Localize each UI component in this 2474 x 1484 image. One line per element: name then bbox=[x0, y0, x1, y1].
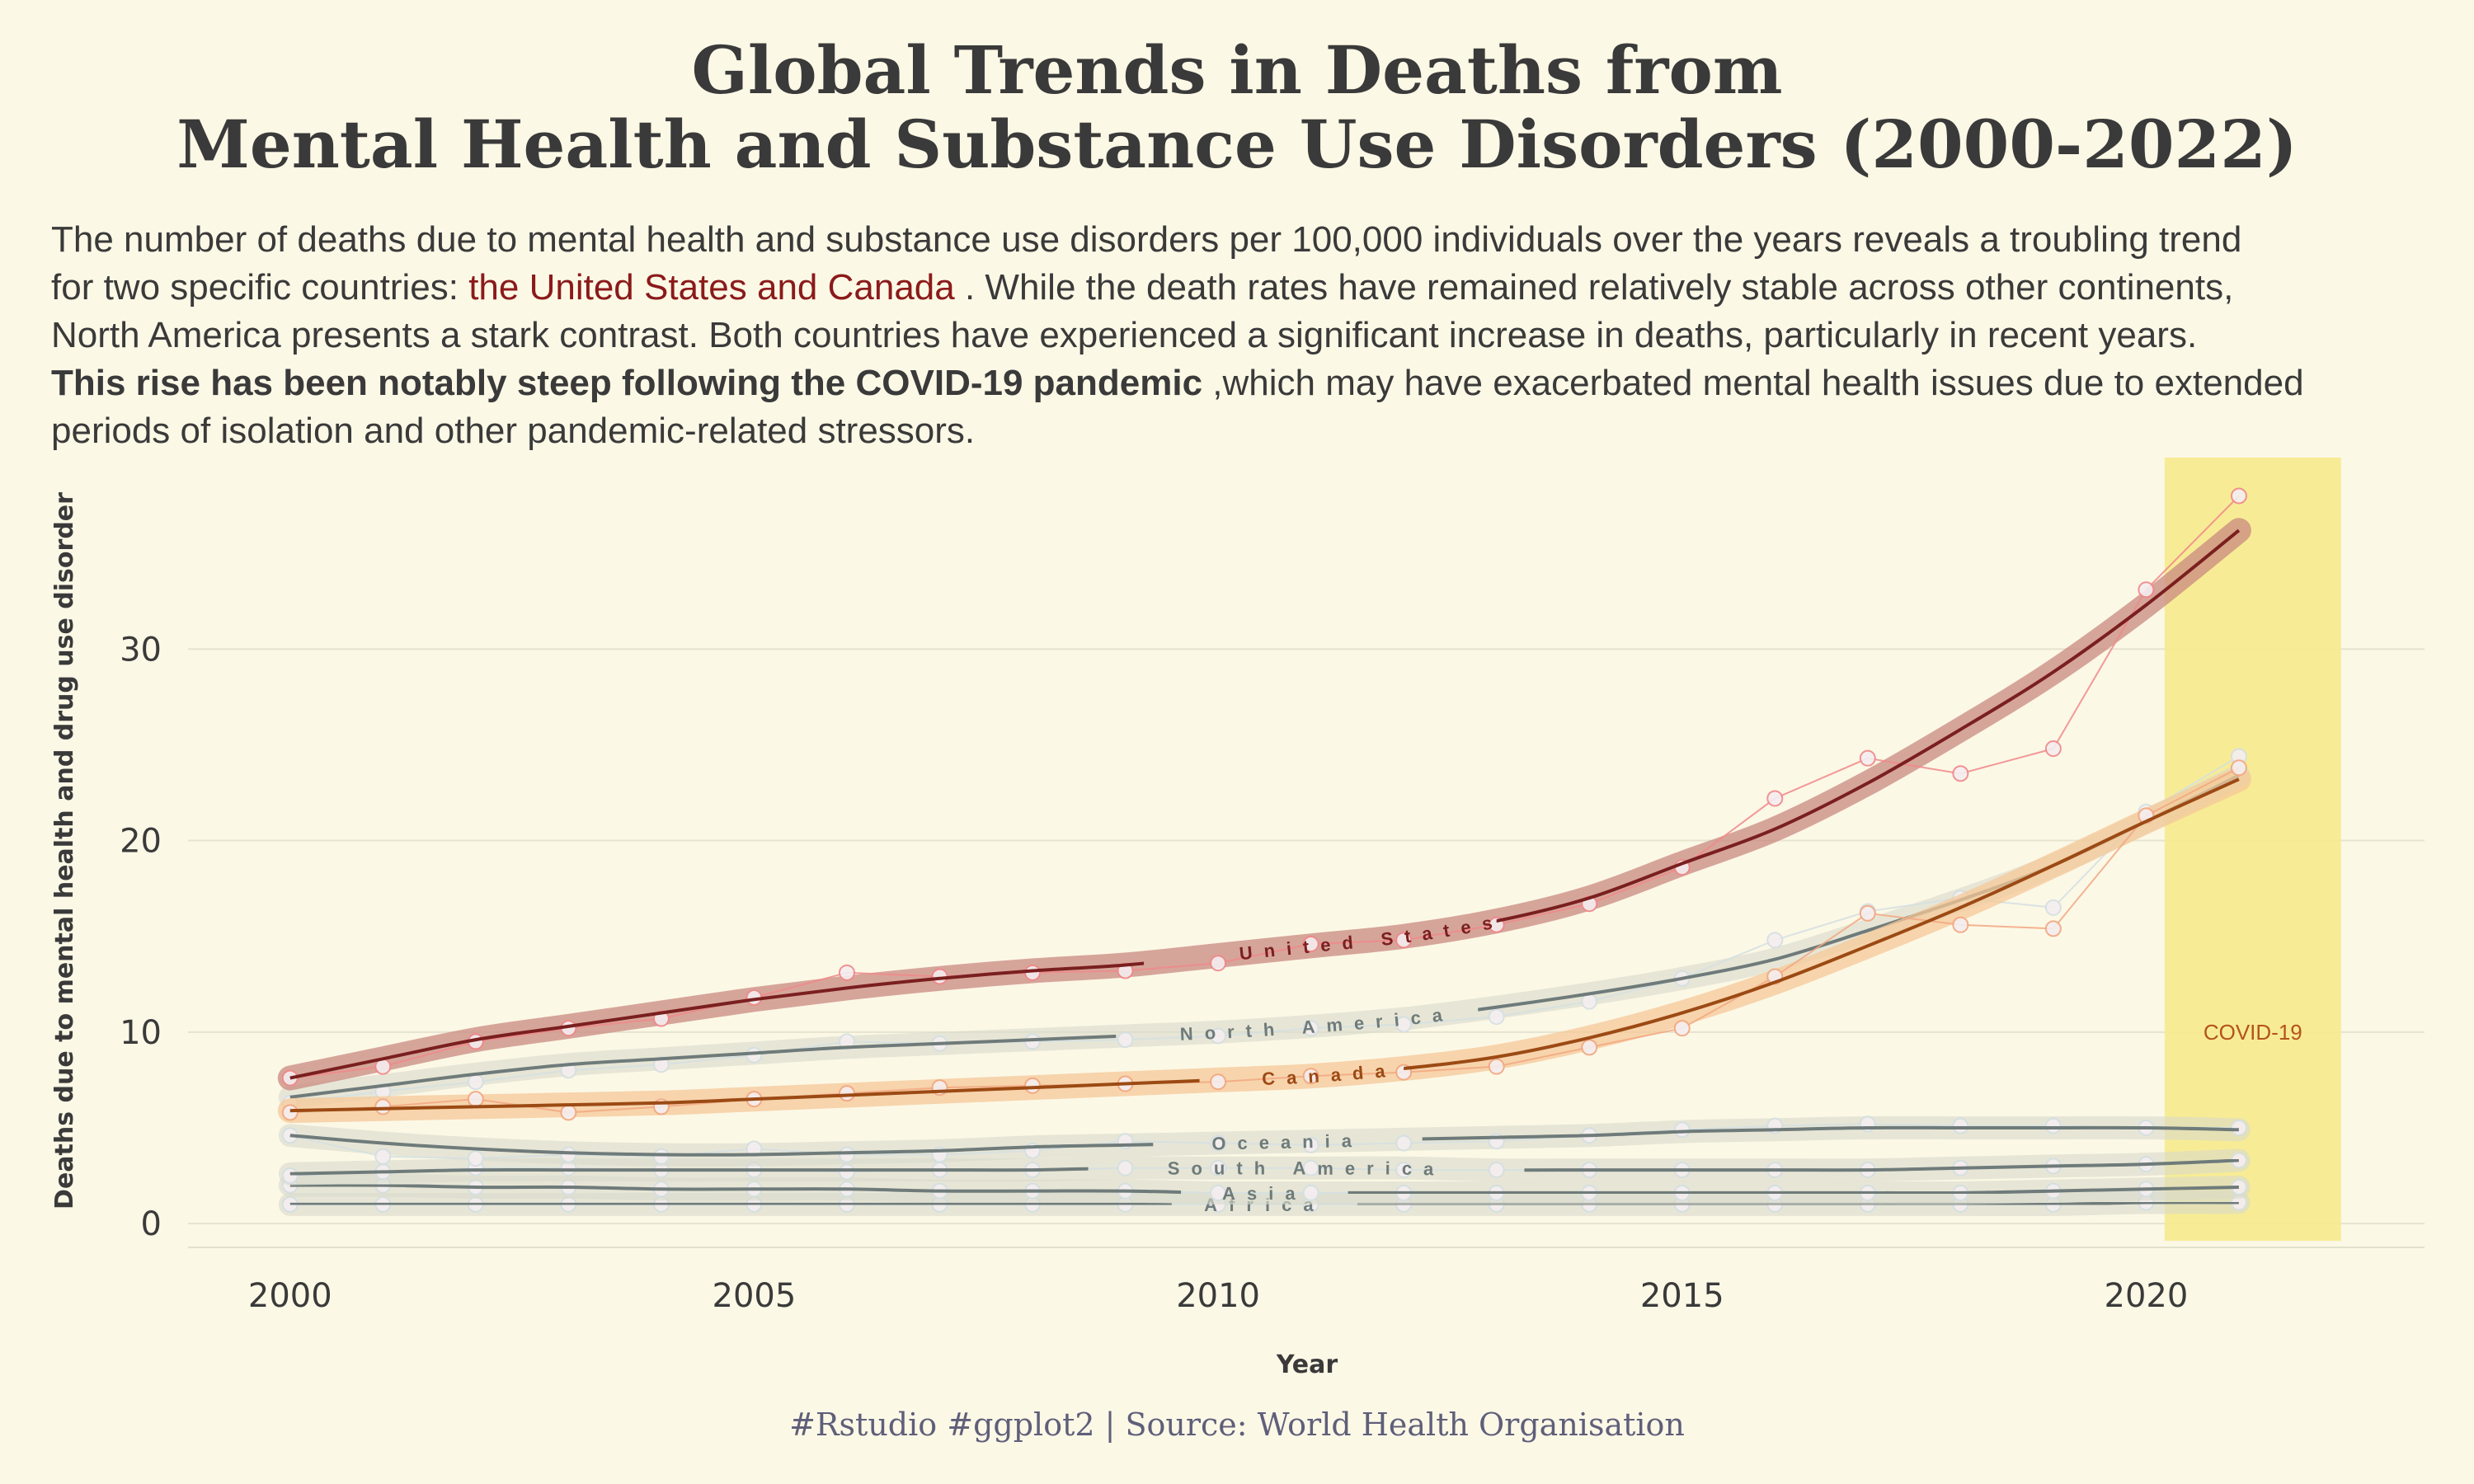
canada-point bbox=[1673, 1020, 1691, 1037]
subtitle-highlight: the United States and Canada bbox=[468, 267, 955, 308]
united-states-point bbox=[2138, 581, 2155, 599]
x-tick-label: 2010 bbox=[1176, 1277, 1260, 1315]
united-states-point bbox=[2230, 487, 2247, 505]
chart-title: Global Trends in Deaths from Mental Heal… bbox=[0, 33, 2474, 181]
canada-point bbox=[1581, 1039, 1598, 1056]
oceania-point bbox=[2044, 1117, 2062, 1134]
north-america-data-line bbox=[289, 755, 2240, 1104]
north-america-label-path bbox=[290, 776, 2239, 1097]
united-states-point bbox=[838, 964, 855, 981]
subtitle-line-2: for two specific countries: the United S… bbox=[51, 264, 2426, 312]
subtitle-line-4: This rise has been notably steep followi… bbox=[51, 359, 2426, 407]
canada-point bbox=[838, 1085, 855, 1102]
north-america-point bbox=[467, 1073, 484, 1091]
united-states-point bbox=[1766, 790, 1784, 807]
canada-point bbox=[281, 1104, 299, 1121]
oceania-point bbox=[2230, 1119, 2247, 1136]
y-tick-label: 20 bbox=[120, 823, 162, 861]
covid-label: COVID-19 bbox=[2204, 1020, 2302, 1045]
united-states-label-path bbox=[290, 530, 2239, 1078]
south-america-trend-line bbox=[289, 1158, 2239, 1176]
south-america-point bbox=[281, 1167, 299, 1185]
south-america-label: South America bbox=[1168, 1158, 1446, 1180]
oceania-point bbox=[745, 1140, 763, 1158]
united-states-point bbox=[2044, 740, 2062, 758]
north-america-band bbox=[278, 763, 2251, 1109]
united-states-point bbox=[1859, 749, 1876, 767]
subtitle-line-2-post: . While the death rates have remained re… bbox=[954, 267, 2234, 308]
subtitle-bold: This rise has been notably steep followi… bbox=[51, 363, 1203, 403]
subtitle-line-5: periods of isolation and other pandemic-… bbox=[51, 411, 976, 451]
south-america-point bbox=[1395, 1162, 1413, 1179]
north-america-point bbox=[2044, 899, 2062, 916]
asia-trend-line bbox=[289, 1183, 2239, 1195]
subtitle-line-4-post: ,which may have exacerbated mental healt… bbox=[1202, 363, 2304, 403]
y-tick-label: 0 bbox=[141, 1205, 162, 1243]
north-america-trend-line bbox=[289, 773, 2240, 1099]
subtitle-line-2-pre: for two specific countries: bbox=[51, 267, 469, 308]
oceania-label: Oceania bbox=[1211, 1130, 1363, 1154]
oceania-data-line bbox=[289, 1123, 2239, 1160]
north-america-label: North America bbox=[1179, 1003, 1455, 1045]
united-states-point bbox=[1210, 955, 1227, 972]
y-axis-title: Deaths due to mental health and drug use… bbox=[50, 492, 79, 1209]
y-tick-label: 30 bbox=[120, 631, 162, 669]
united-states-band bbox=[277, 518, 2251, 1091]
oceania-point bbox=[838, 1146, 855, 1163]
oceania-point bbox=[652, 1148, 670, 1165]
oceania-point bbox=[374, 1148, 392, 1165]
north-america-point bbox=[838, 1033, 855, 1050]
united-states-point bbox=[1117, 962, 1134, 979]
oceania-point bbox=[1673, 1121, 1691, 1139]
oceania-trend-line bbox=[289, 1125, 2239, 1157]
asia-label: Asia bbox=[1222, 1183, 1307, 1204]
canada-point bbox=[467, 1091, 484, 1108]
canada-point bbox=[1210, 1073, 1227, 1091]
united-states-data-line bbox=[289, 495, 2240, 1079]
x-tick-label: 2015 bbox=[1640, 1277, 1724, 1315]
covid-band bbox=[2164, 458, 2341, 1241]
north-america-point bbox=[1024, 1033, 1042, 1050]
canada-point bbox=[374, 1098, 392, 1115]
oceania-point bbox=[1952, 1117, 1969, 1134]
canada-point bbox=[1024, 1077, 1042, 1094]
oceania-point bbox=[467, 1150, 484, 1167]
north-america-point bbox=[1766, 932, 1784, 949]
canada-trend-line bbox=[289, 777, 2240, 1113]
x-tick-label: 2020 bbox=[2105, 1277, 2189, 1315]
south-america-point bbox=[838, 1163, 855, 1181]
x-tick-label: 2005 bbox=[713, 1277, 797, 1315]
x-axis-title: Year bbox=[1276, 1350, 1338, 1379]
canada-point bbox=[2044, 920, 2062, 937]
caption: #Rstudio #ggplot2 | Source: World Health… bbox=[789, 1407, 1685, 1443]
canada-point bbox=[2230, 759, 2247, 777]
canada-point bbox=[1488, 1058, 1505, 1075]
united-states-trend-line bbox=[289, 528, 2241, 1080]
canada-point bbox=[560, 1104, 577, 1121]
united-states-point bbox=[1952, 765, 1969, 782]
north-america-point bbox=[1488, 1008, 1505, 1026]
canada-point bbox=[1859, 904, 1876, 922]
north-america-point bbox=[560, 1062, 577, 1079]
subtitle-line-3: North America presents a stark contrast.… bbox=[51, 315, 2198, 355]
oceania-point bbox=[560, 1146, 577, 1163]
title-line-1: Global Trends in Deaths from bbox=[691, 31, 1783, 109]
chart-subtitle: The number of deaths due to mental healt… bbox=[51, 216, 2426, 455]
subtitle-line-1: The number of deaths due to mental healt… bbox=[51, 219, 2242, 260]
x-tick-label: 2000 bbox=[248, 1277, 332, 1315]
canada-point bbox=[1952, 916, 1969, 933]
title-line-2: Mental Health and Substance Use Disorder… bbox=[176, 106, 2298, 183]
y-tick-label: 10 bbox=[120, 1014, 162, 1052]
